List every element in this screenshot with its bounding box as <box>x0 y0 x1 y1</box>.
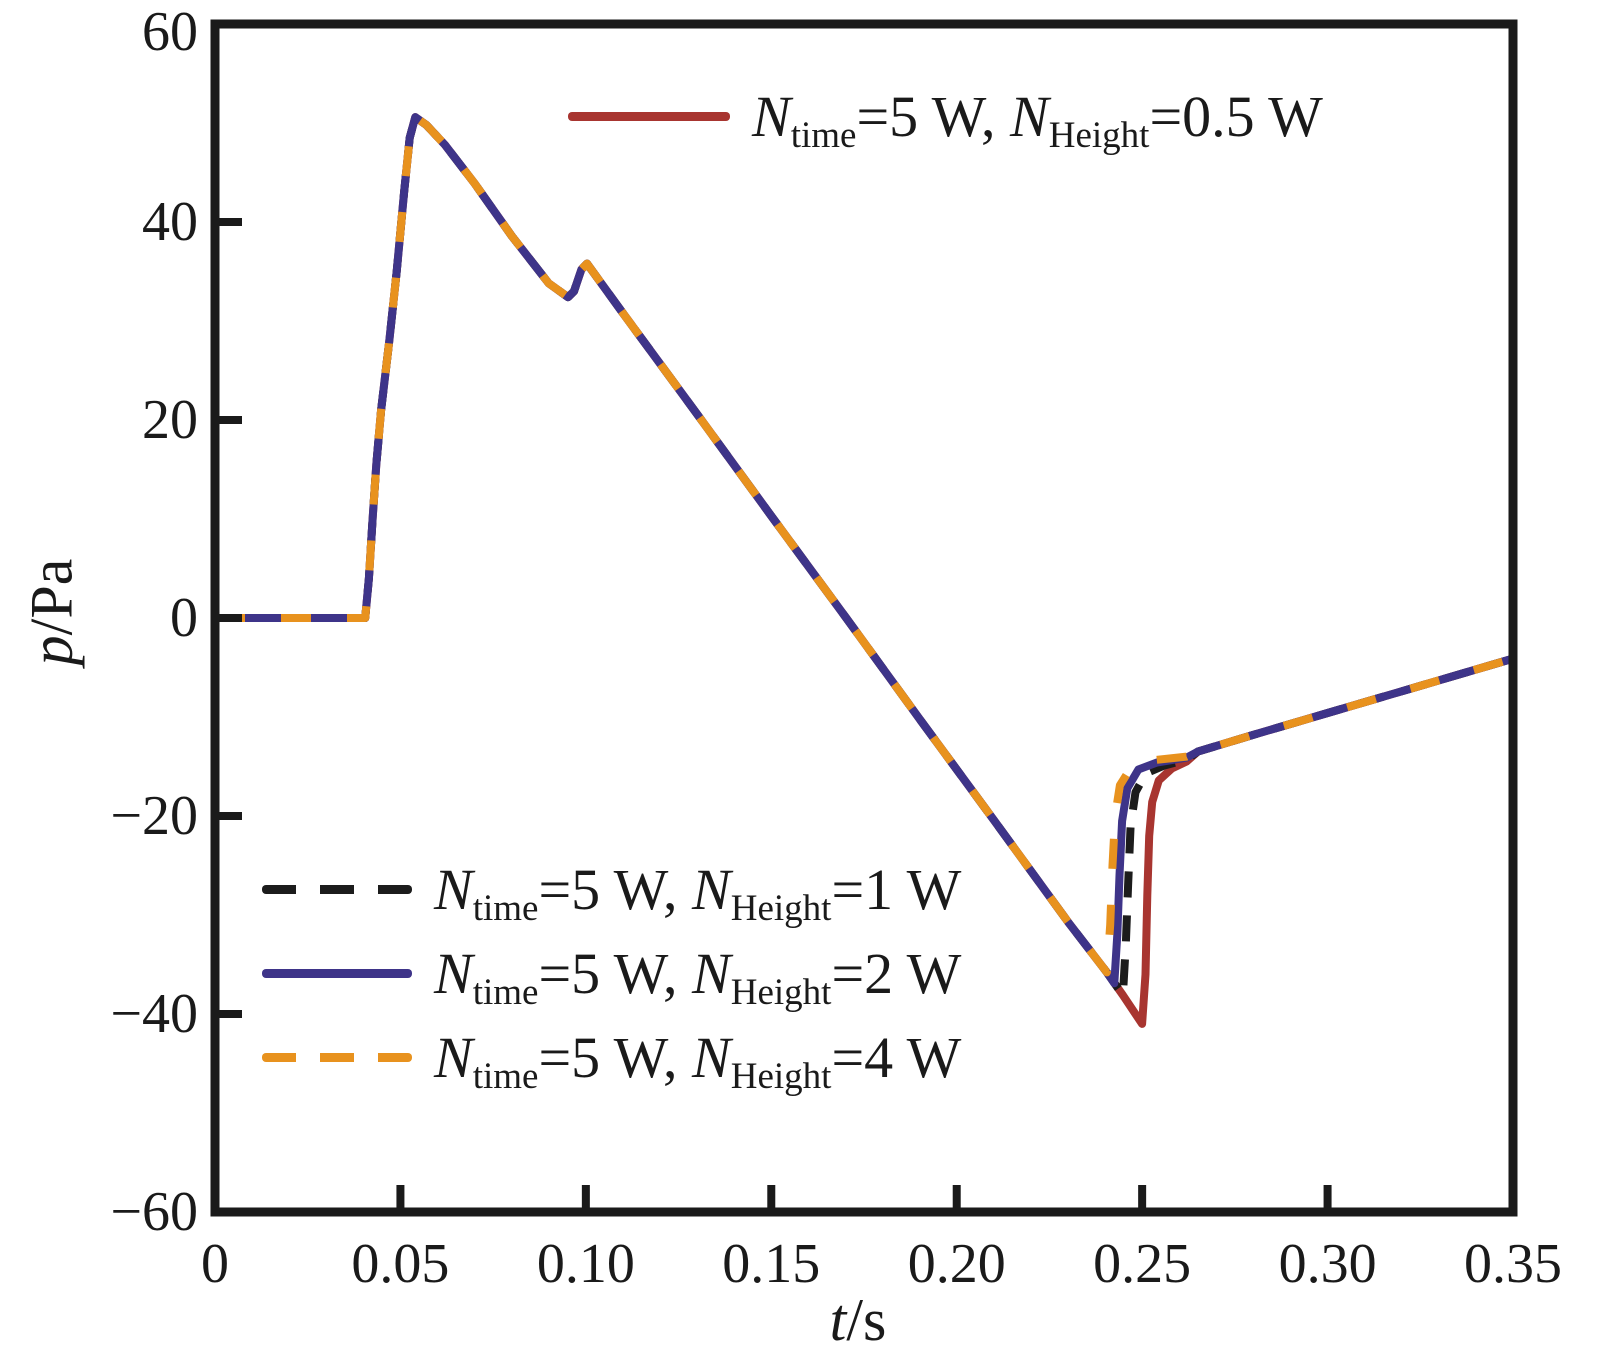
legend-symbol: N <box>1010 83 1049 149</box>
legend-line-orange-dashed <box>262 1052 412 1062</box>
legend-line-black-dashed <box>262 884 412 894</box>
x-tick-0.30: 0.30 <box>1278 1233 1377 1295</box>
series-curve-3 <box>215 113 1515 977</box>
y-tick-−20: −20 <box>110 785 198 847</box>
legend-subscript: Height <box>730 888 832 930</box>
legend-subscript: time <box>472 972 539 1014</box>
x-axis-title: t/s <box>830 1286 887 1355</box>
legend-label-2W: Ntime=5 W, NHeight=2 W <box>434 940 962 1014</box>
y-tick-60: 60 <box>142 1 198 63</box>
legend-subscript: time <box>472 1056 539 1098</box>
legend-entry-4W: Ntime=5 W, NHeight=4 W <box>262 1013 961 1101</box>
y-axis-variable: p <box>18 635 85 666</box>
y-tick-−60: −60 <box>110 1181 198 1243</box>
legend-symbol: N <box>692 1024 731 1090</box>
legend-value-text: =0.5 W <box>1149 83 1323 149</box>
legend-line-red-solid <box>568 111 730 121</box>
legend-label-0_5W: Ntime=5 W, NHeight=0.5 W <box>752 83 1323 157</box>
legend-entry-2W: Ntime=5 W, NHeight=2 W <box>262 929 961 1017</box>
legend-symbol: N <box>692 940 731 1006</box>
legend-line-blue-solid <box>262 968 412 978</box>
legend-label-1W: Ntime=5 W, NHeight=1 W <box>434 856 962 930</box>
legend-mid-text: =5 W, <box>538 856 693 922</box>
x-tick-0: 0 <box>201 1233 229 1295</box>
y-tick-40: 40 <box>142 191 198 253</box>
x-tick-0.20: 0.20 <box>907 1233 1006 1295</box>
y-tick-−40: −40 <box>110 983 198 1045</box>
legend-value-text: =2 W <box>831 940 962 1006</box>
x-tick-0.25: 0.25 <box>1093 1233 1192 1295</box>
legend-subscript: Height <box>1048 115 1150 157</box>
x-tick-0.15: 0.15 <box>722 1233 821 1295</box>
legend-symbol: N <box>752 83 791 149</box>
legend-mid-text: =5 W, <box>538 1024 693 1090</box>
legend-symbol: N <box>434 856 473 922</box>
legend-label-4W: Ntime=5 W, NHeight=4 W <box>434 1024 962 1098</box>
legend-value-text: =4 W <box>831 1024 962 1090</box>
y-axis-unit: /Pa <box>18 558 85 636</box>
legend-subscript: time <box>790 115 857 157</box>
legend-symbol: N <box>434 940 473 1006</box>
x-tick-0.05: 0.05 <box>351 1233 450 1295</box>
x-axis-unit: /s <box>846 1287 887 1353</box>
legend-value-text: =1 W <box>831 856 962 922</box>
legend-subscript: Height <box>730 972 832 1014</box>
legend-subscript: Height <box>730 1056 832 1098</box>
legend-mid-text: =5 W, <box>538 940 693 1006</box>
legend-subscript: time <box>472 888 539 930</box>
x-tick-0.10: 0.10 <box>536 1233 635 1295</box>
y-tick-20: 20 <box>142 389 198 451</box>
legend-symbol: N <box>692 856 731 922</box>
y-tick-0: 0 <box>170 587 198 649</box>
x-axis-variable: t <box>829 1287 847 1353</box>
legend-entry-0_5W: Ntime=5 W, NHeight=0.5 W <box>568 72 1323 160</box>
legend-symbol: N <box>434 1024 473 1090</box>
legend-entry-1W: Ntime=5 W, NHeight=1 W <box>262 845 961 933</box>
y-axis-title: p/Pa <box>18 559 87 666</box>
legend-mid-text: =5 W, <box>856 83 1011 149</box>
x-tick-0.35: 0.35 <box>1464 1233 1562 1295</box>
